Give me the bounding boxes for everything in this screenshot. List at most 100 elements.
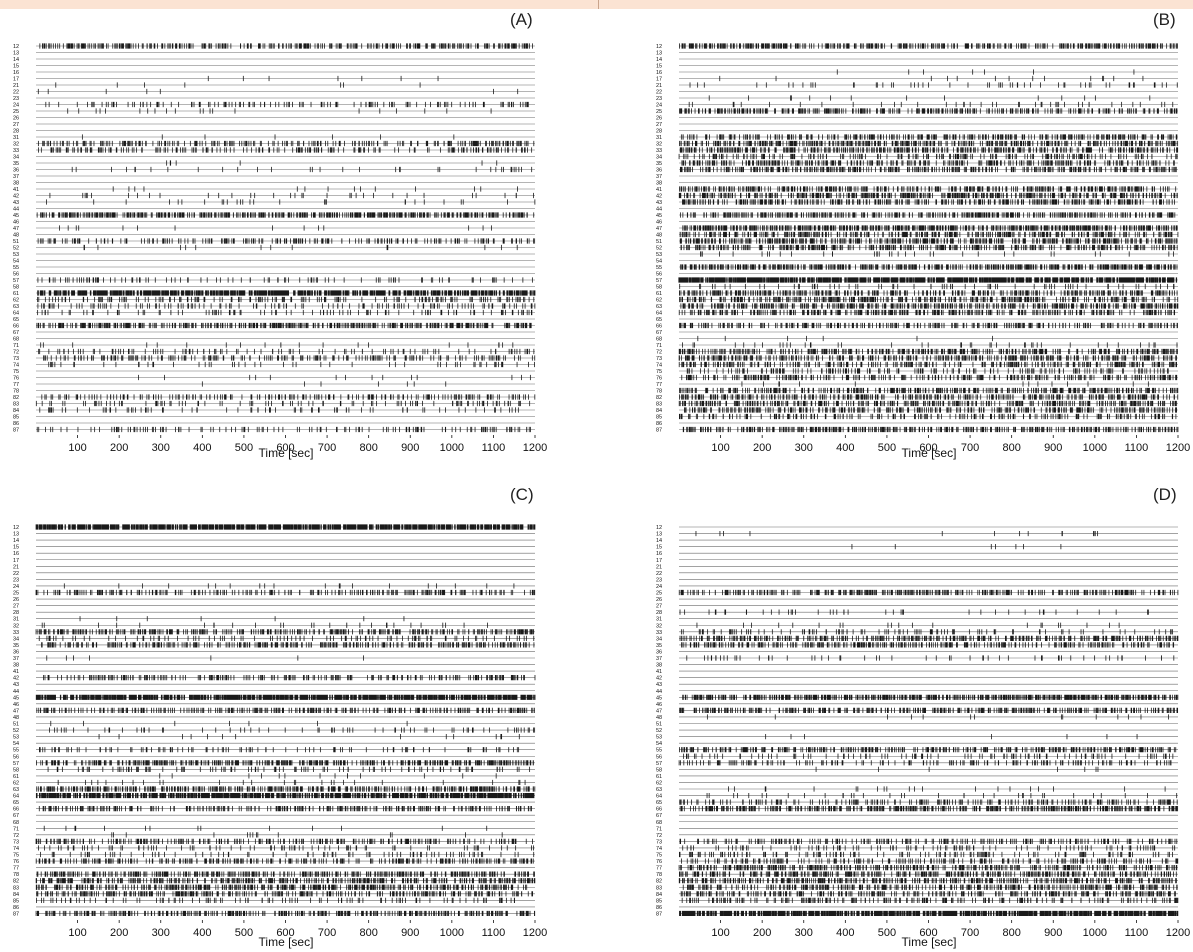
spike-marks [681,897,1179,903]
channel-label: 75 [656,853,662,859]
channel-label: 14 [656,538,662,544]
spike-marks [682,845,1176,851]
channel-label: 65 [13,317,19,323]
channel-label: 31 [656,135,662,141]
channel-label: 27 [13,122,19,128]
spike-train [688,101,1174,108]
x-tick-label: 300 [152,442,170,454]
channel-label: 17 [656,77,662,83]
channel-label: 33 [13,630,19,636]
spike-train [681,374,1178,381]
spike-marks [40,851,535,858]
spike-train [207,75,439,82]
channel-label: 58 [656,767,662,773]
channel-label: 37 [656,656,662,662]
raster-panel-b: (B) 12 13 14 15 16 17 21 22 23 24 25 26 27 28 31 32 33 34… [643,10,1193,465]
spike-marks [37,277,533,283]
channel-label: 58 [13,767,19,773]
channel-label: 68 [656,337,662,343]
channel-label: 48 [656,233,662,239]
channel-label: 56 [13,272,19,278]
spike-marks [63,583,515,589]
spike-train [37,277,533,283]
spike-train [815,766,1099,772]
spike-train [63,583,515,589]
x-tick-label: 900 [401,442,419,454]
spike-train [38,845,534,851]
spike-train [679,635,1179,641]
channel-label: 57 [656,278,662,284]
x-tick-label: 1200 [523,927,547,939]
channel-label: 22 [13,90,19,96]
channel-label: 66 [13,807,19,813]
spike-train [706,792,1178,799]
spike-marks [35,878,536,884]
spike-train [35,629,535,635]
x-tick-label: 1200 [523,442,547,454]
channel-label: 52 [13,246,19,252]
panel-label: (B) [1153,10,1176,29]
spike-marks [680,629,1173,635]
channel-label: 27 [13,604,19,610]
channel-label: 63 [656,304,662,310]
spike-marks [35,629,535,635]
spike-marks [679,609,1149,615]
spike-marks [81,134,455,140]
spike-marks [681,642,1175,648]
channel-label: 66 [656,324,662,330]
channel-label: 22 [656,90,662,96]
spike-train [41,394,536,400]
spike-marks [681,160,1175,166]
spike-marks [836,69,1135,75]
spike-marks [678,361,1177,368]
spike-train [98,734,520,740]
channel-label: 76 [656,859,662,865]
spike-train [682,884,1178,890]
spike-marks [49,727,536,733]
channel-label: 63 [656,787,662,793]
spike-marks [46,199,536,205]
spike-train [138,374,531,381]
spike-marks [159,773,497,779]
x-tick-label: 1000 [440,442,464,454]
spike-marks [71,166,533,173]
spike-marks [35,792,535,799]
spike-marks [36,897,515,903]
channel-label: 37 [656,174,662,180]
spike-train [46,199,536,205]
spike-marks [38,806,532,812]
channel-label: 87 [656,911,662,917]
spike-train [57,779,526,786]
spike-train [684,407,1177,413]
spike-marks [35,838,533,844]
channel-label: 42 [13,676,19,682]
channel-label: 15 [656,64,662,70]
spike-marks [680,244,1178,251]
channel-label: 42 [656,194,662,200]
spike-train [679,413,1177,420]
channel-label: 72 [13,833,19,839]
spike-marks [679,806,1179,812]
x-axis-title: Time [sec] [901,935,957,949]
spike-marks [695,530,1099,537]
channel-label: 53 [13,252,19,258]
channel-label: 34 [13,155,19,161]
spike-marks [37,309,533,316]
channel-label: 78 [13,872,19,878]
channel-label: 32 [656,623,662,629]
channel-label: 82 [13,879,19,885]
spike-train [679,290,1178,296]
channel-label: 56 [656,754,662,760]
channel-label: 44 [13,689,19,695]
channel-label: 78 [656,872,662,878]
spike-train [728,786,1166,792]
channel-label: 14 [656,57,662,63]
channel-label: 17 [13,558,19,564]
spike-marks [679,108,1178,114]
spike-train [50,720,408,727]
channel-label: 44 [656,689,662,695]
spike-marks [741,381,1149,387]
spike-marks [682,426,1179,433]
channel-label: 32 [656,142,662,148]
spike-marks [679,140,1179,147]
